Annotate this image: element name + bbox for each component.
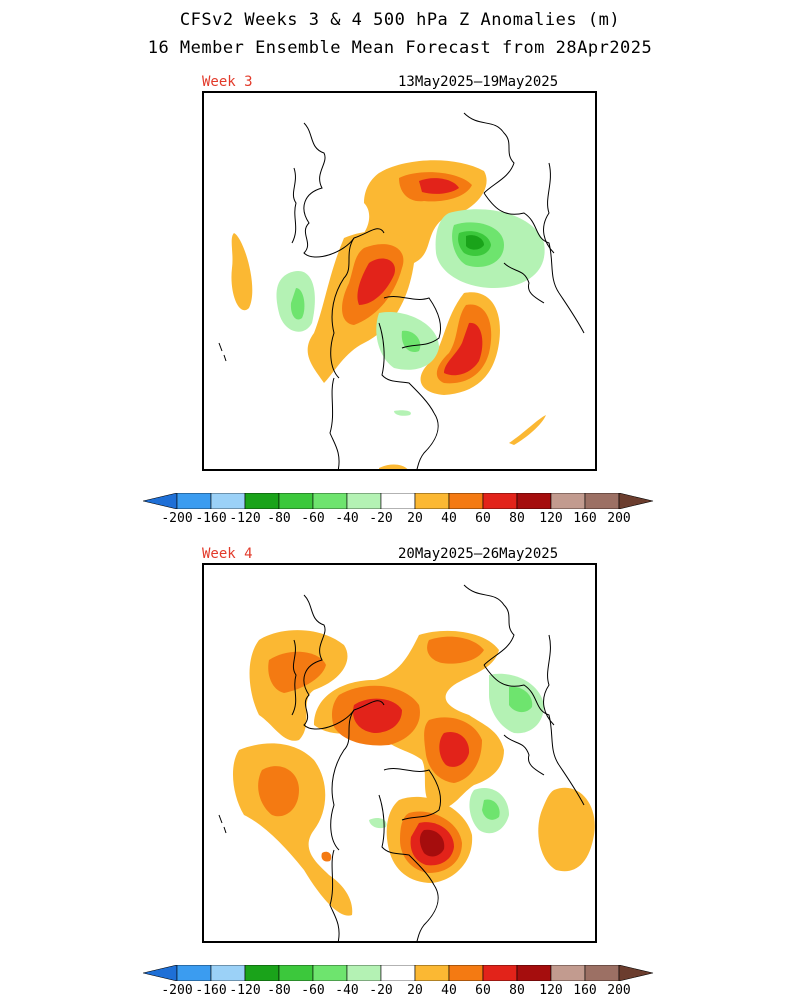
anomaly-region <box>466 235 484 250</box>
colorbar-tick-label: 80 <box>509 511 525 526</box>
colorbar-tick-label: 40 <box>441 983 457 998</box>
colorbar-swatch <box>618 493 654 509</box>
anomaly-region <box>509 415 546 445</box>
anomaly-region <box>258 766 299 817</box>
colorbar-tick-label: 160 <box>573 511 597 526</box>
colorbar-swatch <box>143 965 178 981</box>
week3-map-graphic <box>218 112 585 469</box>
colorbar-tick-label: -60 <box>301 983 325 998</box>
colorbar-swatch <box>278 493 314 509</box>
colorbar-tick-label: 60 <box>475 983 491 998</box>
colorbar-swatch <box>244 493 280 509</box>
week3-colorbar <box>143 493 654 509</box>
colorbar-tick-label: 80 <box>509 983 525 998</box>
anomaly-region <box>357 258 395 305</box>
colorbar-swatch <box>618 965 654 981</box>
colorbar-swatch <box>584 965 620 981</box>
anomaly-region <box>509 686 533 713</box>
week4-colorbar-labels: -200 -160 -120 -80 -60 -40 -20 20 40 60 80 120 160 20… <box>0 983 800 999</box>
colorbar-tick-label: -20 <box>369 983 393 998</box>
chart-title: CFSv2 Weeks 3 & 4 500 hPa Z Anomalies (m… <box>179 10 621 30</box>
colorbar-tick-label: 120 <box>539 511 563 526</box>
colorbar-swatch <box>550 965 586 981</box>
anomaly-region <box>290 288 305 320</box>
colorbar-tick-label: -40 <box>335 511 359 526</box>
colorbar-swatch <box>312 493 348 509</box>
anomaly-region <box>321 851 332 862</box>
colorbar-tick-label: 20 <box>407 511 423 526</box>
colorbar-swatch <box>210 965 246 981</box>
colorbar-swatch <box>346 965 382 981</box>
colorbar-tick-label: -200 <box>161 511 193 526</box>
colorbar-tick-label: -40 <box>335 983 359 998</box>
anomaly-region <box>379 464 408 469</box>
week4-map-graphic <box>218 584 595 941</box>
colorbar-swatch <box>143 493 178 509</box>
colorbar-tick-label: -160 <box>195 511 227 526</box>
colorbar-tick-label: -120 <box>229 983 261 998</box>
colorbar-tick-label: 40 <box>441 511 457 526</box>
colorbar-swatch <box>448 493 484 509</box>
week4-coastlines <box>218 584 585 941</box>
colorbar-swatch <box>176 493 212 509</box>
colorbar-tick-label: 200 <box>607 511 631 526</box>
anomaly-region <box>268 651 326 693</box>
anomaly-region <box>439 731 470 767</box>
anomaly-region <box>394 410 411 416</box>
colorbar-tick-label: -160 <box>195 983 227 998</box>
colorbar-swatch <box>516 965 552 981</box>
week4-date-range: 20May2025–26May2025 <box>398 546 559 562</box>
week3-label: Week 3 <box>202 74 253 90</box>
colorbar-swatch <box>176 965 212 981</box>
colorbar-tick-label: -200 <box>161 983 193 998</box>
colorbar-tick-label: 120 <box>539 983 563 998</box>
anomaly-region <box>353 698 402 733</box>
colorbar-swatch <box>380 965 416 981</box>
anomaly-region <box>427 636 484 664</box>
colorbar-swatch <box>482 965 518 981</box>
colorbar-swatch <box>278 965 314 981</box>
anomaly-region <box>232 743 353 916</box>
colorbar-tick-label: -80 <box>267 983 291 998</box>
colorbar-tick-label: 20 <box>407 983 423 998</box>
colorbar-swatch <box>414 493 450 509</box>
week3-colorbar-labels: -200 -160 -120 -80 -60 -40 -20 20 40 60 80 120 160 20… <box>0 511 800 527</box>
colorbar-swatch <box>414 965 450 981</box>
anomaly-region <box>419 178 459 194</box>
week3-map <box>202 91 597 471</box>
colorbar-swatch <box>550 493 586 509</box>
week4-label: Week 4 <box>202 546 253 562</box>
colorbar-tick-label: 60 <box>475 511 491 526</box>
anomaly-region <box>369 817 387 829</box>
colorbar-swatch <box>210 493 246 509</box>
anomaly-region <box>482 799 500 820</box>
week3-date-range: 13May2025–19May2025 <box>398 74 559 90</box>
colorbar-tick-label: 160 <box>573 983 597 998</box>
colorbar-swatch <box>380 493 416 509</box>
anomaly-region <box>538 787 595 872</box>
colorbar-tick-label: -120 <box>229 511 261 526</box>
week3-coastlines <box>218 112 585 469</box>
week4-colorbar <box>143 965 654 981</box>
anomaly-region <box>419 829 445 857</box>
colorbar-swatch <box>244 965 280 981</box>
colorbar-swatch <box>516 493 552 509</box>
week4-map <box>202 563 597 943</box>
colorbar-tick-label: 200 <box>607 983 631 998</box>
colorbar-swatch <box>482 493 518 509</box>
week4-anomaly-fields <box>232 630 595 916</box>
anomaly-region <box>444 322 483 376</box>
colorbar-tick-label: -80 <box>267 511 291 526</box>
week3-anomaly-fields <box>231 160 546 469</box>
colorbar-tick-label: -60 <box>301 511 325 526</box>
colorbar-tick-label: -20 <box>369 511 393 526</box>
colorbar-swatch <box>346 493 382 509</box>
anomaly-region <box>231 233 253 311</box>
colorbar-swatch <box>584 493 620 509</box>
chart-subtitle: 16 Member Ensemble Mean Forecast from 28… <box>147 38 653 58</box>
colorbar-swatch <box>448 965 484 981</box>
colorbar-swatch <box>312 965 348 981</box>
